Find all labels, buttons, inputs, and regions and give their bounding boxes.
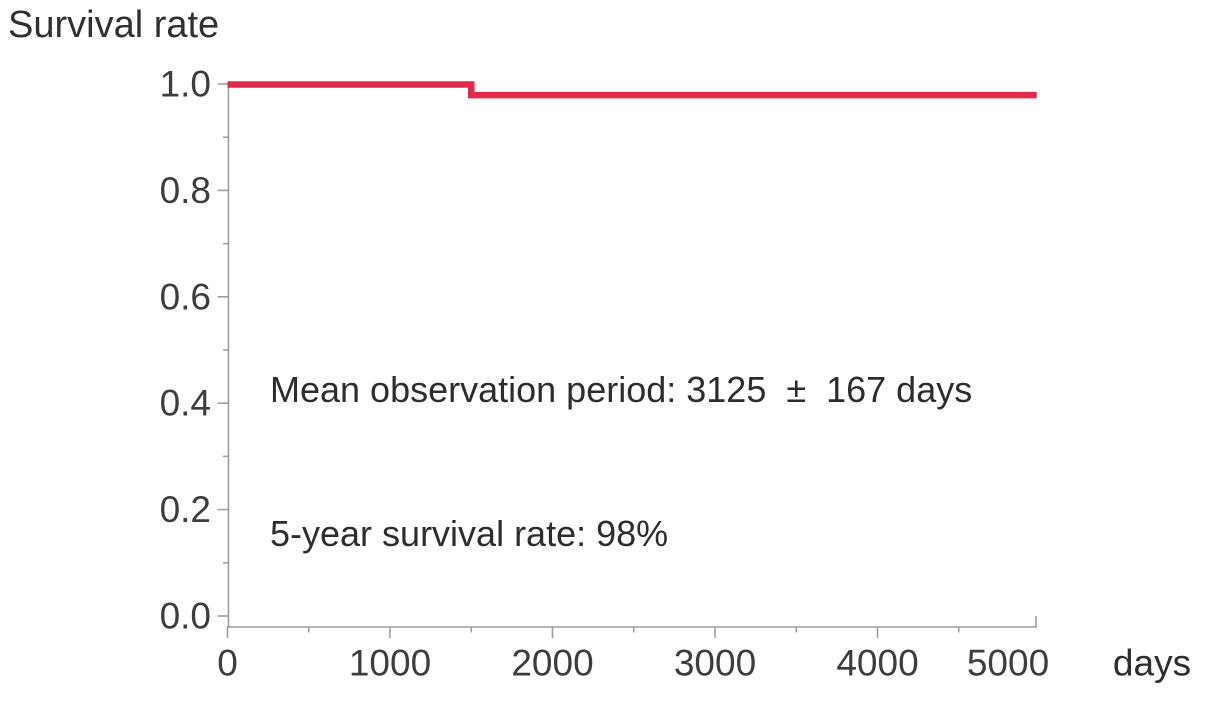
annotation-mean-observation: Mean observation period: 3125 ± 167 days [270, 369, 973, 410]
x-tick-label: 5000 [967, 643, 1049, 684]
y-tick-label: 0.0 [160, 596, 211, 637]
x-tick-label: 3000 [674, 643, 756, 684]
annotation-5-year-survival: 5-year survival rate: 98% [270, 513, 669, 554]
x-tick-label: 2000 [511, 643, 593, 684]
y-tick-label: 0.8 [160, 170, 211, 211]
chart-title: Survival rate [8, 4, 220, 46]
x-axis-unit-label: days [1113, 643, 1191, 684]
annotation-block: Mean observation period: 3125 ± 167 days… [270, 270, 972, 654]
y-tick-label: 0.6 [160, 276, 211, 317]
x-tick-label: 0 [217, 643, 238, 684]
x-tick-label: 4000 [836, 643, 918, 684]
y-tick-label: 1.0 [160, 64, 211, 105]
x-tick-label: 1000 [349, 643, 431, 684]
y-tick-label: 0.4 [160, 383, 211, 424]
y-tick-label: 0.2 [160, 489, 211, 530]
survival-curve [227, 81, 1037, 99]
